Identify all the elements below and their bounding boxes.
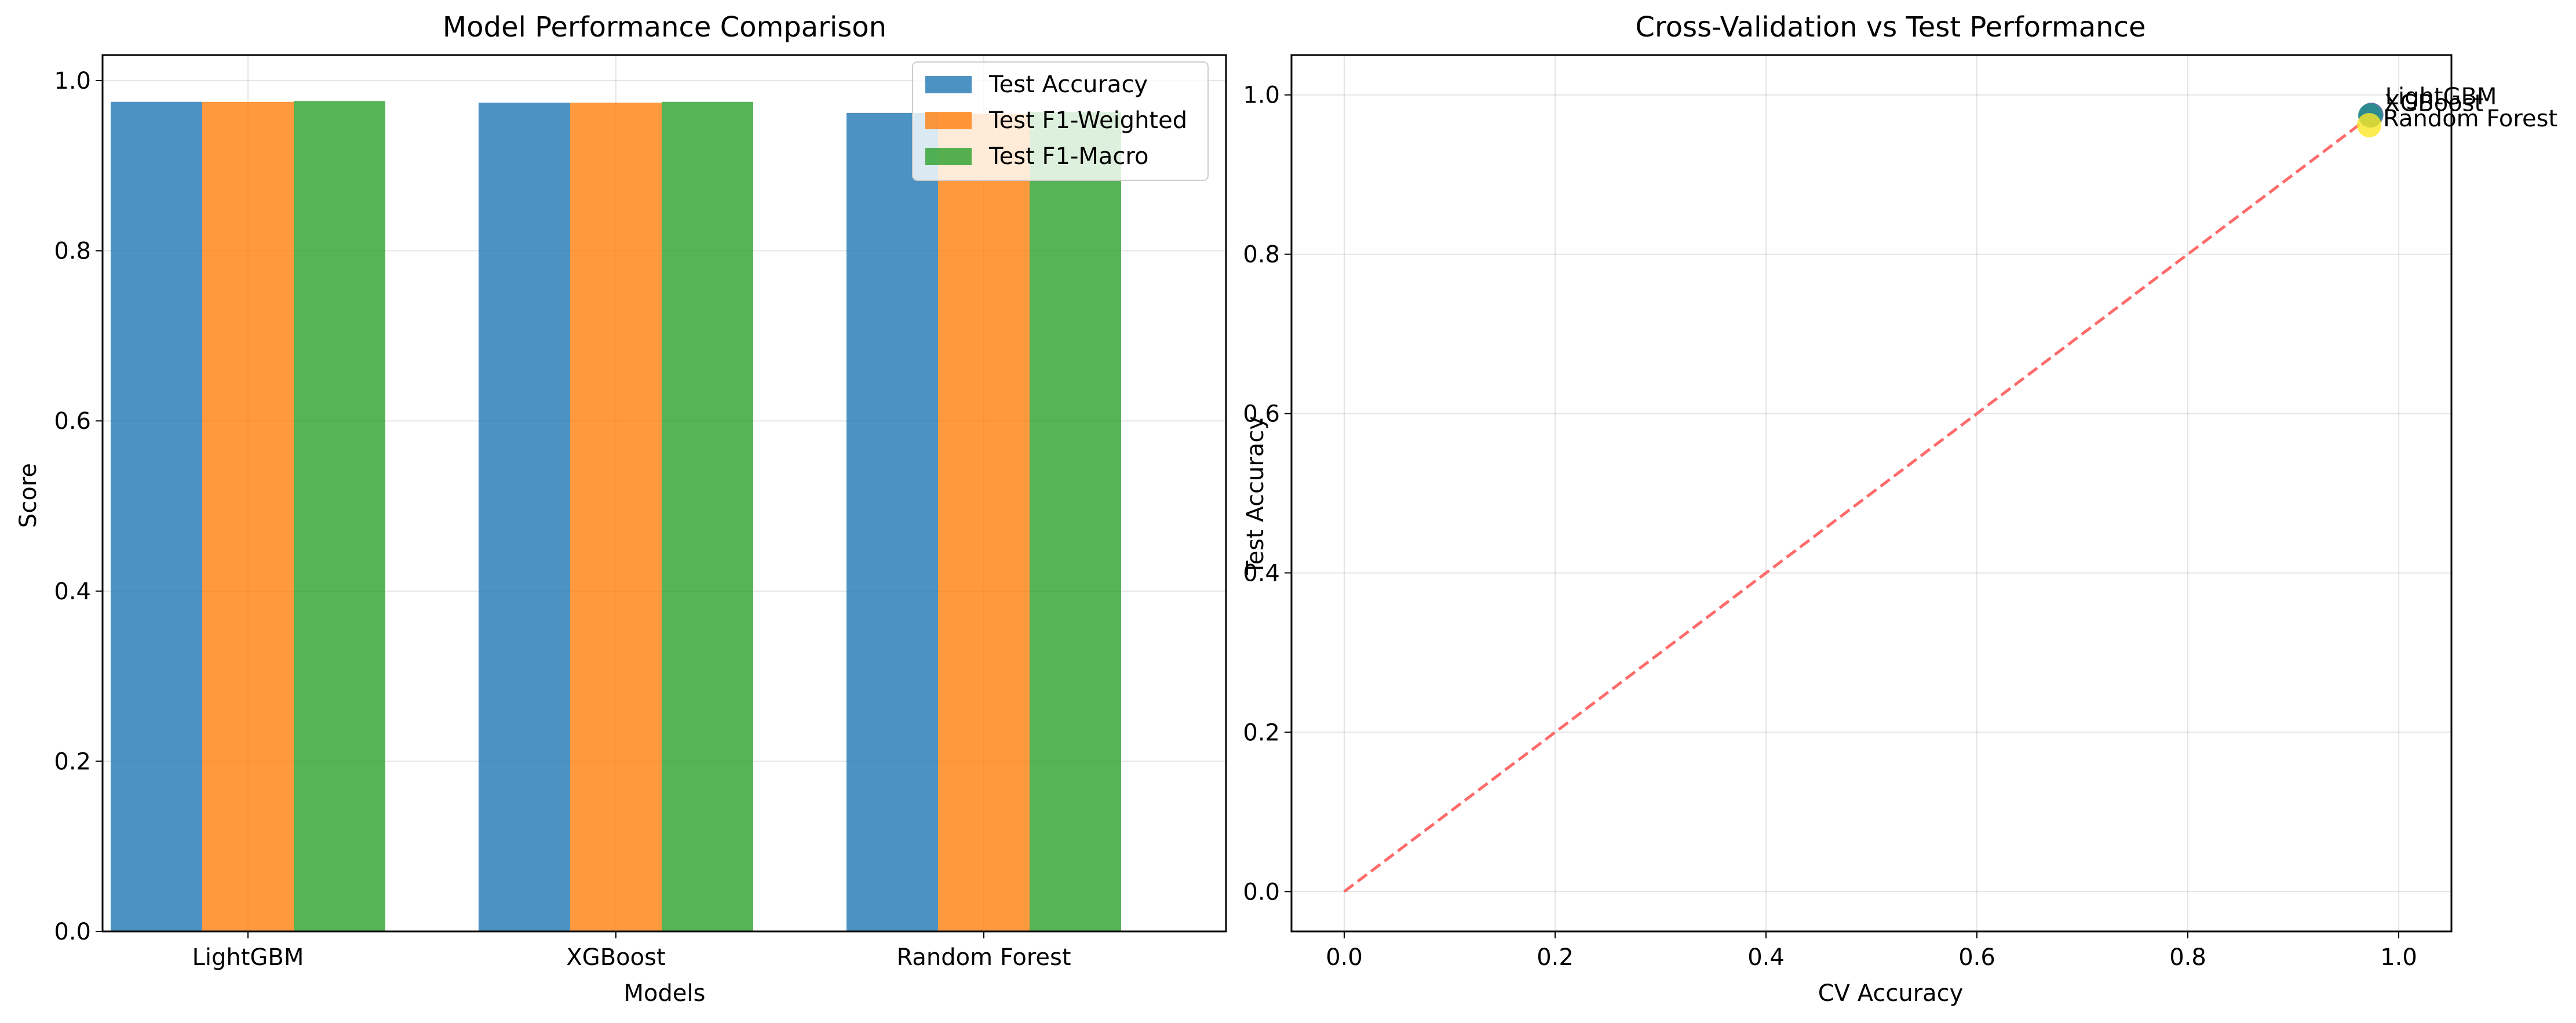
legend: Test Accuracy Test F1-Weighted Test F1-Mac…	[912, 61, 1209, 181]
x-tick-label: 1.0	[2380, 944, 2417, 971]
bar	[938, 114, 1030, 932]
scatter-point	[2357, 112, 2382, 137]
y-tick-label: 1.0	[1243, 82, 1280, 109]
chart-title: Cross-Validation vs Test Performance	[1636, 11, 2146, 43]
bar	[570, 103, 662, 932]
y-tick-label: 0.2	[54, 748, 91, 775]
bar	[662, 101, 753, 931]
x-tick-label: 0.6	[1958, 944, 1995, 971]
plot-frame	[1290, 54, 2453, 933]
tick-labels: 0.0 0.2 0.4 0.6 0.8 1.0 0.0 0.2 0.4 0.6 0.8 1.0	[1243, 82, 2417, 971]
bar	[479, 103, 570, 932]
bar	[111, 101, 202, 931]
x-tick-label: XGBoost	[566, 944, 665, 971]
bar-chart-panel: Model Performance Comparison Score Model…	[15, 11, 1227, 1007]
legend-swatch	[925, 112, 972, 129]
y-tick-label: 0.4	[54, 578, 91, 605]
bar	[846, 112, 938, 931]
point-label: Random Forest	[2383, 105, 2557, 132]
legend-label: Test F1-Weighted	[988, 107, 1187, 134]
x-tick-label: Random Forest	[896, 944, 1071, 971]
y-tick-label: 0.8	[54, 238, 91, 265]
y-tick-label: 0.0	[1243, 879, 1280, 905]
y-tick-label: 0.2	[1243, 719, 1280, 746]
x-axis-label: Models	[624, 980, 706, 1007]
x-tick-label: 0.2	[1537, 944, 1574, 971]
x-tick-label: 0.4	[1747, 944, 1785, 971]
legend-swatch	[925, 148, 972, 165]
y-axis-label: Score	[15, 463, 42, 528]
legend-label: Test Accuracy	[988, 71, 1148, 98]
legend-swatch	[925, 76, 972, 93]
bar	[1030, 112, 1121, 931]
y-tick-label: 0.6	[1243, 401, 1280, 428]
y-tick-label: 0.6	[54, 408, 91, 435]
point-label: XGBoost	[2384, 90, 2483, 117]
y-tick-label: 0.0	[54, 919, 91, 945]
y-axis-label: Test Accuracy	[1242, 416, 1269, 576]
bars	[111, 101, 1121, 932]
point-label: LightGBM	[2385, 83, 2497, 110]
legend-label: Test F1-Macro	[988, 143, 1148, 170]
bar	[202, 101, 294, 931]
reference-line	[1343, 117, 2368, 893]
y-tick-label: 0.8	[1243, 242, 1280, 268]
scatter-chart-panel: Cross-Validation vs Test Performance Tes…	[1242, 11, 2557, 1007]
x-tick-label: LightGBM	[192, 944, 304, 971]
tick-labels: 0.0 0.2 0.4 0.6 0.8 1.0 LightGBM XGBoost Random …	[54, 68, 1071, 971]
grid	[1291, 55, 2451, 931]
y-tick-label: 1.0	[54, 68, 91, 94]
x-tick-label: 0.8	[2169, 944, 2206, 971]
plot-frame	[101, 54, 1227, 933]
legend-box	[912, 61, 1209, 181]
x-tick-label: 0.0	[1326, 944, 1363, 971]
chart-title: Model Performance Comparison	[443, 11, 886, 43]
x-axis-label: CV Accuracy	[1818, 980, 1964, 1007]
bar	[294, 101, 385, 931]
y-tick-label: 0.4	[1243, 560, 1280, 587]
